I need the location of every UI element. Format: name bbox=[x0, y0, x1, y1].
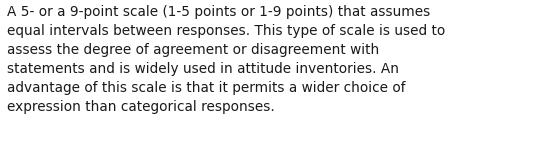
Text: A 5- or a 9-point scale (1-5 points or 1-9 points) that assumes
equal intervals : A 5- or a 9-point scale (1-5 points or 1… bbox=[7, 5, 445, 114]
